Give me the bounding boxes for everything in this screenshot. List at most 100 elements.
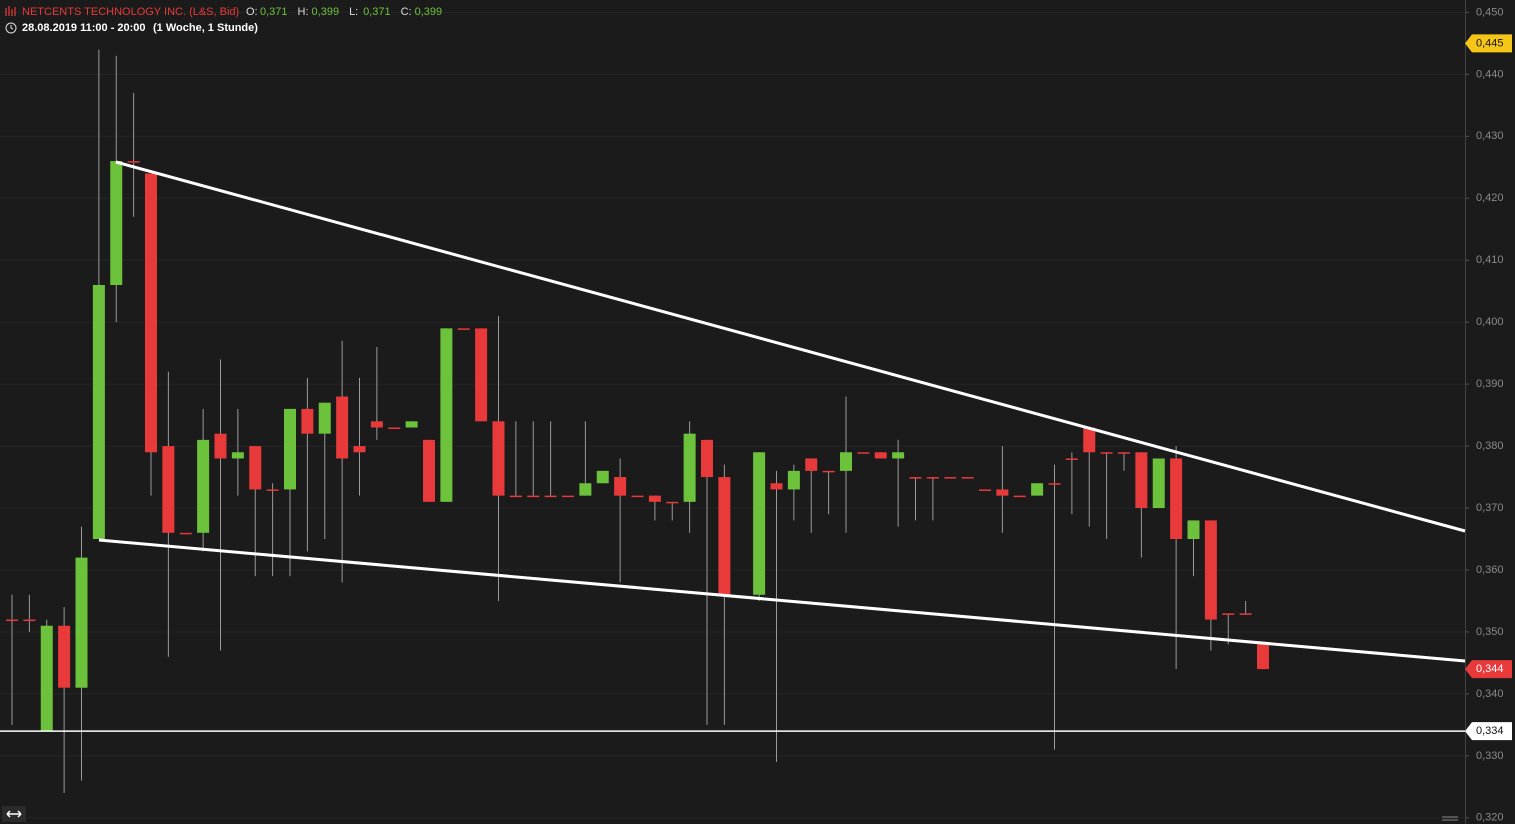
candle-body bbox=[197, 439, 210, 533]
candle-body bbox=[892, 452, 905, 459]
candle-body bbox=[509, 495, 522, 498]
candle-body bbox=[822, 470, 835, 473]
y-tick-label: 0,360 bbox=[1476, 564, 1504, 576]
candle-body bbox=[336, 396, 349, 459]
candle-body bbox=[805, 458, 818, 471]
candle-body bbox=[683, 433, 696, 502]
candle-body bbox=[318, 402, 331, 434]
ohlc-value: 0,399 bbox=[415, 6, 443, 18]
candle-body bbox=[961, 477, 974, 479]
candle-body bbox=[753, 452, 766, 595]
candle-body bbox=[1118, 452, 1130, 454]
candle-body bbox=[718, 477, 731, 595]
candle-body bbox=[701, 439, 713, 478]
y-tick-label: 0,380 bbox=[1476, 440, 1504, 452]
candle-body bbox=[1135, 452, 1148, 509]
period: 28.08.2019 11:00 - 20:00 bbox=[22, 22, 146, 34]
candle-body bbox=[1100, 452, 1113, 454]
candle-body bbox=[1031, 483, 1044, 496]
annotations: 0,445 0,344 0,334 bbox=[0, 34, 1512, 741]
y-tick-label: 0,410 bbox=[1476, 254, 1504, 266]
candle-body bbox=[145, 173, 157, 453]
ohlc-value: 0,399 bbox=[312, 6, 340, 18]
y-tick-label: 0,370 bbox=[1476, 502, 1504, 514]
candle-body bbox=[231, 452, 244, 459]
candle-body bbox=[214, 433, 227, 459]
candle-body bbox=[1065, 458, 1078, 460]
candle-body bbox=[127, 161, 140, 163]
ohlc-header: O: 0,371 H: 0,399 L: 0,371 C: 0,399 bbox=[246, 6, 442, 18]
candle-body bbox=[1083, 427, 1096, 453]
candle-body bbox=[596, 470, 609, 484]
y-tick-label: 0,390 bbox=[1476, 378, 1504, 390]
candle-body bbox=[423, 439, 435, 502]
candle-body bbox=[631, 495, 644, 498]
y-tick-label: 0,340 bbox=[1476, 688, 1504, 700]
chart-title: NETCENTS TECHNOLOGY INC. (L&S, Bid) bbox=[22, 6, 239, 18]
price-tag-label: 0,445 bbox=[1476, 37, 1504, 49]
clock-hand bbox=[10, 25, 14, 30]
ohlc-label: H: bbox=[298, 6, 309, 18]
ohlc-value: 0,371 bbox=[363, 6, 391, 18]
candles bbox=[6, 49, 1269, 794]
y-tick-label: 0,330 bbox=[1476, 750, 1504, 762]
scroll-icon[interactable] bbox=[2, 806, 26, 822]
candle-body bbox=[179, 532, 192, 535]
candle-body bbox=[75, 557, 88, 688]
price-tag bbox=[1465, 34, 1512, 53]
price-tag-label: 0,334 bbox=[1476, 725, 1504, 737]
candle-body bbox=[979, 489, 991, 491]
candle-body bbox=[944, 477, 957, 479]
candle-body bbox=[874, 452, 887, 459]
ohlc-value: 0,371 bbox=[260, 6, 288, 18]
candle-body bbox=[544, 495, 557, 498]
candle-body bbox=[40, 625, 53, 732]
candle-body bbox=[1170, 458, 1183, 540]
y-tick-label: 0,450 bbox=[1476, 6, 1504, 18]
candle-body bbox=[840, 452, 852, 471]
clock-icon bbox=[5, 22, 17, 34]
candle-body bbox=[162, 446, 175, 533]
candle-body bbox=[249, 446, 262, 490]
candle-body bbox=[1013, 495, 1026, 498]
candle-body bbox=[440, 328, 453, 502]
candle-body bbox=[996, 489, 1009, 496]
candle-body bbox=[1204, 520, 1217, 620]
menu-icon[interactable] bbox=[1442, 816, 1458, 821]
candle-body bbox=[579, 483, 592, 496]
candle-body bbox=[909, 477, 922, 479]
interval: (1 Woche, 1 Stunde) bbox=[153, 22, 258, 34]
price-tag bbox=[1465, 660, 1512, 679]
y-tick-label: 0,430 bbox=[1476, 130, 1504, 142]
scroll-arrow bbox=[6, 810, 22, 818]
candle-body bbox=[787, 470, 800, 490]
candle-body bbox=[562, 495, 574, 498]
chart-icon bbox=[5, 6, 16, 16]
y-tick-label: 0,420 bbox=[1476, 192, 1504, 204]
candle-body bbox=[648, 495, 661, 502]
candle-body bbox=[492, 421, 505, 496]
y-tick-label: 0,320 bbox=[1476, 812, 1504, 824]
y-tick-label: 0,400 bbox=[1476, 316, 1504, 328]
candle-body bbox=[23, 619, 36, 622]
candle-body bbox=[284, 408, 296, 490]
candle-body bbox=[1152, 458, 1165, 509]
candle-body bbox=[475, 328, 488, 422]
candle-body bbox=[405, 421, 418, 428]
candle-body bbox=[857, 452, 870, 454]
candle-body bbox=[388, 427, 401, 429]
candle-body bbox=[6, 619, 18, 622]
price-tag-label: 0,344 bbox=[1476, 663, 1504, 675]
ohlc-label: C: bbox=[401, 6, 412, 18]
candle-body bbox=[770, 483, 783, 490]
candle-body bbox=[92, 284, 105, 540]
candle-body bbox=[110, 161, 123, 285]
candle-body bbox=[1257, 644, 1269, 670]
candle-body bbox=[1187, 520, 1200, 540]
candle-body bbox=[370, 421, 383, 428]
candle-body bbox=[527, 495, 540, 498]
candle-body bbox=[58, 625, 71, 688]
